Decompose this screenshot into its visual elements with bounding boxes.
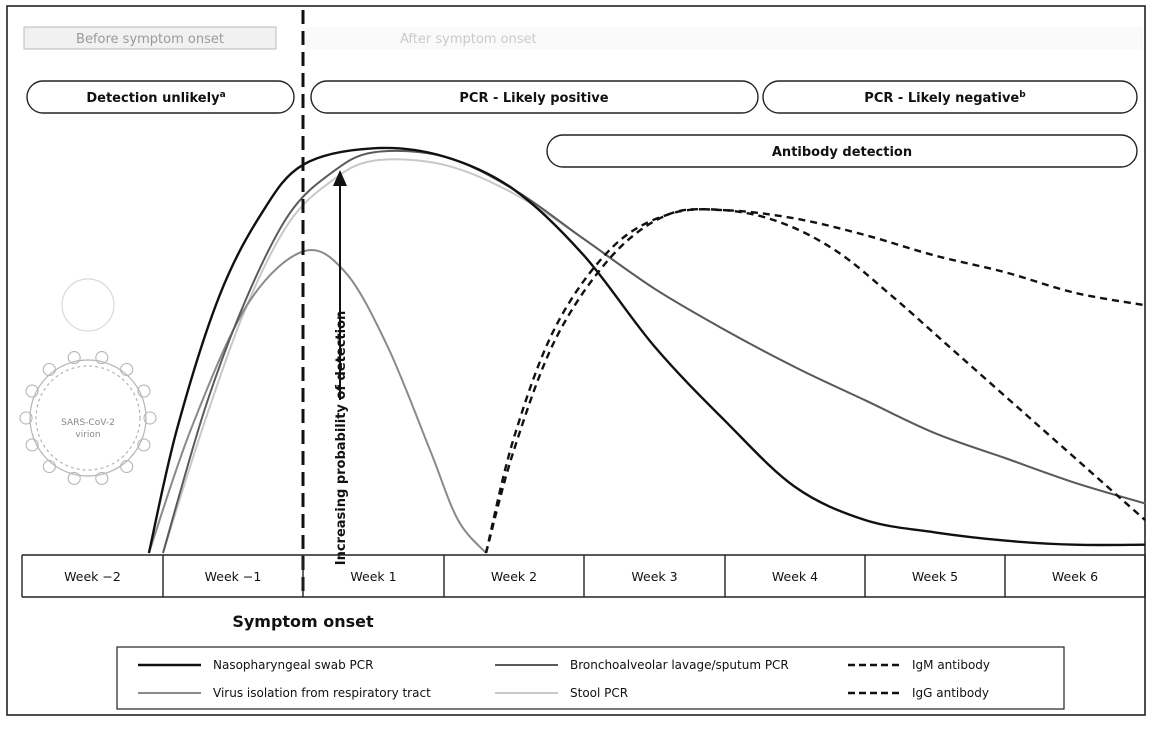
virus-spike [42, 459, 56, 474]
series-line-igm-antibody [484, 208, 1146, 554]
virus-spike [95, 471, 109, 485]
pill-detection-unlikely [26, 80, 295, 114]
virus-spike [25, 384, 39, 398]
series-line-igg-antibody [484, 207, 1146, 554]
week-label: Week 3 [631, 569, 677, 584]
probability-arrow-label: Increasing probability of detection [334, 311, 349, 566]
virus-spike [137, 438, 151, 452]
legend-label: Bronchoalveolar lavage/sputum PCR [570, 658, 789, 672]
pill-pcr-positive [310, 80, 759, 114]
probability-arrow-head [333, 170, 347, 186]
legend-label: Stool PCR [570, 686, 628, 700]
legend: Nasopharyngeal swab PCR Virus isolation f… [138, 658, 990, 700]
pill-pcr-positive-label: PCR - Likely positive [459, 91, 608, 106]
figure-frame [6, 5, 1146, 716]
virus-spike [120, 459, 134, 474]
virus-spike [25, 438, 39, 452]
legend-box [116, 646, 1065, 710]
week-label: Week 4 [772, 569, 818, 584]
virus-spike [67, 471, 81, 485]
virus-spike [120, 362, 134, 377]
pill-detection-unlikely-label: Detection unlikelya [86, 90, 225, 106]
virus-spike [42, 362, 56, 377]
virus-spike [67, 351, 81, 365]
after-onset-label: After symptom onset [400, 32, 537, 47]
pill-pcr-negative [762, 80, 1138, 114]
series-curves [147, 146, 1146, 554]
virus-spike [137, 384, 151, 398]
week-label: Week 1 [350, 569, 396, 584]
before-onset-label: Before symptom onset [76, 32, 224, 47]
week-label: Week −2 [64, 569, 121, 584]
week-label: Week 2 [491, 569, 537, 584]
symptom-onset-label: Symptom onset [232, 612, 374, 631]
week-labels: Week −2 Week −1 Week 1 Week 2 Week 3 Week 4 We… [64, 569, 1098, 584]
legend-label: IgM antibody [912, 658, 990, 672]
series-line-nasopharyngeal-swab-pcr [147, 146, 1146, 554]
virus-sublabel: virion [75, 430, 100, 440]
series-line-stool-pcr [162, 158, 1146, 554]
pill-pcr-negative-label: PCR - Likely negativeb [864, 90, 1026, 106]
legend-label: IgG antibody [912, 686, 989, 700]
after-onset-band [305, 27, 1143, 49]
series-line-virus-isolation-from-respiratory-tract [147, 249, 487, 554]
virus-label: SARS-CoV-2 [61, 418, 115, 428]
virus-spike-group [19, 351, 157, 485]
week-label: Week 6 [1052, 569, 1098, 584]
week-ticks [21, 555, 1146, 597]
legend-label: Nasopharyngeal swab PCR [213, 658, 373, 672]
pill-antibody-detection [546, 134, 1138, 168]
virus-icon [29, 278, 147, 477]
week-label: Week 5 [912, 569, 958, 584]
week-label: Week −1 [205, 569, 262, 584]
series-line-bronchoalveolar-lavage-sputum-pcr [162, 149, 1146, 554]
virus-spike [19, 411, 33, 425]
before-onset-band [23, 26, 277, 50]
virus-spike [95, 351, 109, 365]
virus-spike [143, 411, 157, 425]
legend-label: Virus isolation from respiratory tract [213, 686, 431, 700]
pill-antibody-detection-label: Antibody detection [772, 145, 912, 160]
